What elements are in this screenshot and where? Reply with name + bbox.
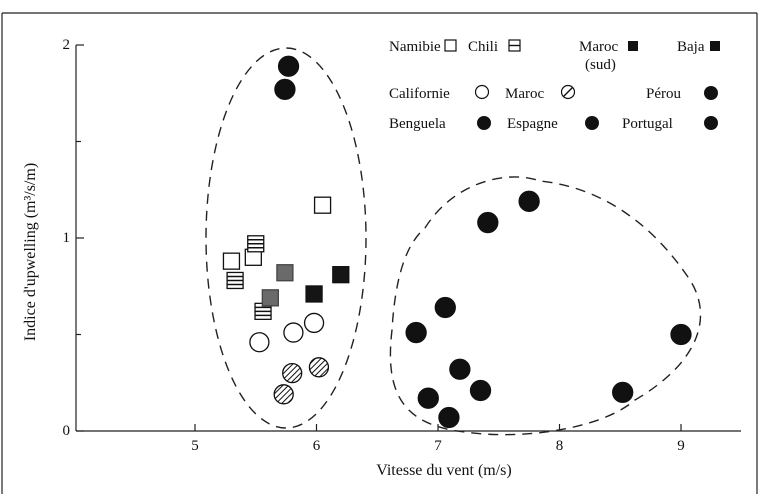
- y-tick-label-0: 0: [63, 423, 71, 439]
- legend-label-californie: Californie: [389, 86, 450, 102]
- point-circle-hatched-13: [282, 362, 303, 384]
- legend-marker-maroc: [560, 84, 576, 100]
- point-square-gray-6: [276, 264, 294, 282]
- point-circle-filled-26: [670, 323, 692, 346]
- point-circle-filled-22: [449, 358, 471, 380]
- legend-label-benguela: Benguela: [389, 116, 446, 132]
- point-circle-filled-19: [477, 211, 499, 234]
- legend: Namibie Chili Maroc (sud) Baja Californi…: [389, 39, 720, 132]
- point-circle-open-11: [283, 322, 304, 343]
- point-square-striped-3: [247, 235, 265, 253]
- legend-marker-benguela: [477, 116, 491, 130]
- point-circle-filled-18: [518, 190, 540, 212]
- legend-label-maroc-sud: Maroc: [579, 39, 618, 55]
- legend-marker-baja: [710, 41, 720, 51]
- point-circle-filled-17: [274, 78, 296, 101]
- point-circle-filled-21: [405, 321, 427, 344]
- legend-marker-chili: [508, 39, 521, 52]
- point-circle-filled-25: [438, 406, 460, 429]
- legend-marker-perou: [704, 86, 718, 100]
- cluster-outline-right: [389, 176, 702, 436]
- point-circle-open-12: [303, 312, 325, 334]
- point-circle-filled-23: [469, 379, 492, 402]
- legend-label-namibie: Namibie: [389, 39, 441, 55]
- cluster-outline-left: [205, 47, 367, 429]
- y-ticks: 0 1 2: [63, 37, 84, 439]
- legend-label-baja: Baja: [677, 39, 705, 55]
- point-square-open-0: [313, 196, 332, 214]
- point-circle-filled-24: [417, 387, 439, 409]
- legend-marker-espagne: [585, 116, 599, 130]
- x-tick-label-7: 7: [434, 438, 442, 454]
- point-square-filled-8: [305, 285, 323, 303]
- legend-label-chili: Chili: [468, 39, 498, 55]
- legend-label-maroc: Maroc: [505, 86, 544, 102]
- legend-label-espagne: Espagne: [507, 116, 558, 132]
- point-circle-open-10: [249, 332, 270, 353]
- legend-sublabel-maroc-sud: (sud): [585, 57, 616, 73]
- point-square-striped-4: [226, 271, 244, 290]
- legend-label-perou: Pérou: [646, 86, 681, 102]
- x-tick-label-9: 9: [677, 438, 685, 454]
- point-circle-filled-27: [612, 381, 634, 404]
- legend-marker-portugal: [704, 116, 718, 130]
- data-points: [222, 55, 692, 429]
- point-circle-filled-20: [434, 296, 456, 319]
- point-square-open-1: [222, 252, 241, 270]
- x-ticks: 5 6 7 8 9: [191, 424, 685, 454]
- legend-marker-maroc-sud: [628, 41, 638, 51]
- x-tick-label-6: 6: [313, 438, 321, 454]
- legend-marker-namibie: [444, 39, 457, 52]
- x-tick-label-5: 5: [191, 438, 199, 454]
- point-square-filled-9: [332, 266, 350, 284]
- legend-marker-californie: [474, 84, 490, 100]
- x-axis-title: Vitesse du vent (m/s): [376, 462, 511, 479]
- point-circle-filled-16: [277, 55, 300, 77]
- x-tick-label-8: 8: [556, 438, 564, 454]
- y-tick-label-2: 2: [63, 37, 71, 53]
- legend-label-portugal: Portugal: [622, 116, 673, 132]
- point-square-gray-7: [261, 289, 279, 307]
- y-tick-label-1: 1: [63, 230, 71, 246]
- point-circle-hatched-15: [273, 384, 294, 405]
- point-circle-hatched-14: [308, 357, 330, 378]
- y-axis-title: Indice d'upwelling (m³/s/m): [22, 163, 39, 341]
